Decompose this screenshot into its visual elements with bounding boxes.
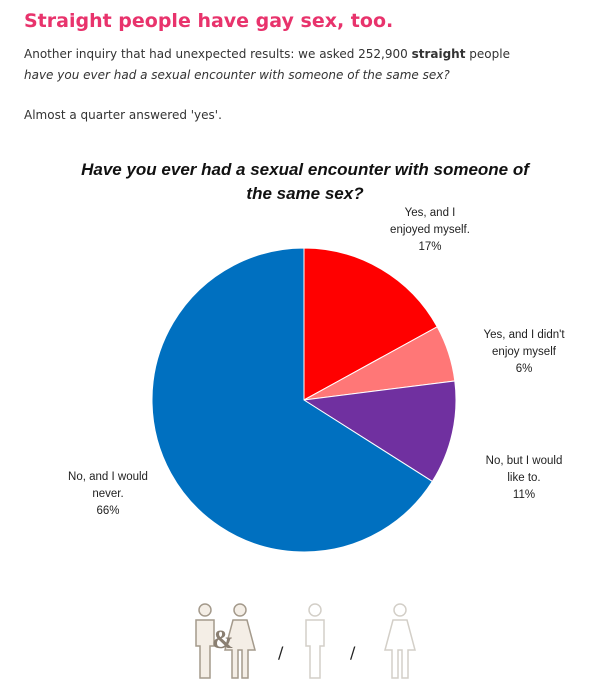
footer-icons: & / / [195, 603, 416, 679]
intro-paragraph: Another inquiry that had unexpected resu… [24, 44, 584, 86]
summary-text: Almost a quarter answered 'yes'. [24, 108, 222, 122]
intro-text: Another inquiry that had unexpected resu… [24, 47, 412, 61]
slice-label: Yes, and I didn't enjoy myself 6% [483, 329, 565, 375]
slash-separator: / [350, 643, 356, 662]
slice-label: No, but I would like to. 11% [486, 455, 563, 501]
woman-icon [384, 603, 416, 679]
pie-slice [303, 247, 438, 401]
ampersand-separator: & [212, 625, 234, 654]
intro-question: have you ever had a sexual encounter wit… [24, 68, 450, 82]
man-icon [195, 603, 215, 679]
intro-bold-word: straight [411, 47, 466, 61]
pie-slice [151, 247, 434, 553]
man-icon [305, 603, 325, 679]
woman-icon [224, 603, 256, 679]
slice-label: No, and I would never. 66% [68, 471, 148, 517]
intro-text-end: people [465, 47, 510, 61]
pie-slice [302, 380, 457, 483]
slash-separator: / [278, 643, 284, 662]
page-headline: Straight people have gay sex, too. [24, 10, 394, 32]
chart-title: Have you ever had a sexual encounter wit… [81, 160, 529, 203]
man-woman-couple-icon: & [195, 603, 256, 679]
